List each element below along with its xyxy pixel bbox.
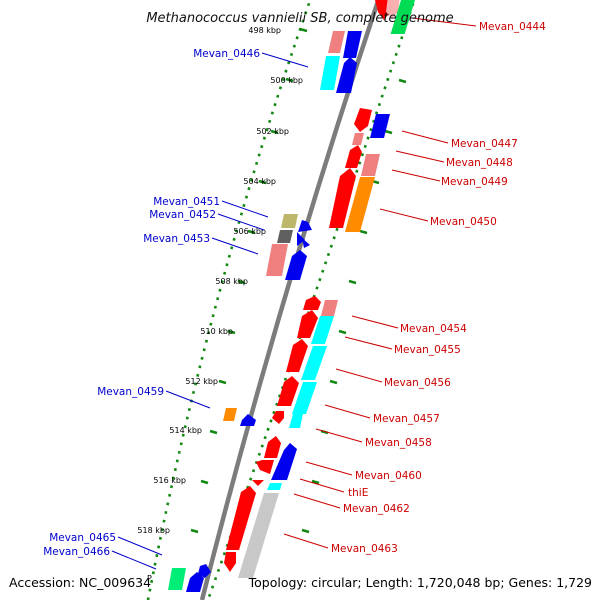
gene-feature[interactable] bbox=[271, 443, 297, 480]
gene-feature[interactable] bbox=[267, 483, 282, 490]
gene-feature[interactable] bbox=[352, 133, 364, 145]
tick-label: 510 kbp bbox=[200, 327, 233, 336]
tick-label: 500 kbp bbox=[270, 76, 303, 85]
gene-feature[interactable] bbox=[311, 316, 334, 344]
gene-mevan-0450-feature[interactable] bbox=[329, 168, 356, 228]
gene-label-mevan-0450[interactable]: Mevan_0450 bbox=[430, 216, 497, 228]
gene-label-mevan-0451[interactable]: Mevan_0451 bbox=[153, 196, 220, 208]
gene-label-mevan-0455[interactable]: Mevan_0455 bbox=[394, 344, 461, 356]
gene-feature[interactable] bbox=[297, 232, 305, 246]
outer-tick-marks bbox=[301, 78, 407, 534]
gene-mevan-0449-feature[interactable] bbox=[361, 154, 380, 176]
gene-feature[interactable] bbox=[289, 414, 303, 428]
gene-label-mevan-0458[interactable]: Mevan_0458 bbox=[365, 437, 432, 449]
gene-mevan-0463-feature[interactable] bbox=[238, 493, 279, 578]
tick-label: 506 kbp bbox=[233, 227, 266, 236]
gene-labels-red: Mevan_0444 Mevan_0447 Mevan_0448 Mevan_0… bbox=[331, 21, 546, 555]
tick-label: 516 kbp bbox=[153, 476, 186, 485]
gene-mevan-0457-feature[interactable] bbox=[277, 376, 299, 406]
gene-feature[interactable] bbox=[370, 114, 390, 138]
gene-label-mevan-0456[interactable]: Mevan_0456 bbox=[384, 377, 451, 389]
gene-label-mevan-0454[interactable]: Mevan_0454 bbox=[400, 323, 467, 335]
gene-label-mevan-0446[interactable]: Mevan_0446 bbox=[193, 48, 260, 60]
gene-label-mevan-0453[interactable]: Mevan_0453 bbox=[143, 233, 210, 245]
gene-label-mevan-0457[interactable]: Mevan_0457 bbox=[373, 413, 440, 425]
gene-mevan-0454-feature[interactable] bbox=[303, 296, 321, 310]
gene-feature[interactable] bbox=[292, 382, 317, 414]
gene-mevan-0462-feature[interactable] bbox=[226, 486, 256, 550]
gene-mevan-0458-feature[interactable] bbox=[272, 411, 284, 424]
label-leader-lines-blue bbox=[111, 52, 309, 570]
tick-marks bbox=[190, 27, 308, 534]
gene-mevan-0465-feature[interactable] bbox=[168, 568, 186, 590]
gene-feature[interactable] bbox=[336, 57, 357, 93]
gene-feature[interactable] bbox=[343, 31, 362, 58]
gene-label-mevan-0460[interactable]: Mevan_0460 bbox=[355, 470, 422, 482]
tick-label: 518 kbp bbox=[137, 526, 170, 535]
gene-mevan-0453-feature[interactable] bbox=[266, 244, 288, 276]
gene-label-mevan-0452[interactable]: Mevan_0452 bbox=[149, 209, 216, 221]
tick-label: 508 kbp bbox=[215, 277, 248, 286]
gene-features-inner bbox=[168, 214, 312, 592]
gene-label-mevan-0459[interactable]: Mevan_0459 bbox=[97, 386, 164, 398]
gene-feature[interactable] bbox=[298, 220, 312, 232]
map-title: Methanococcus vannielii SB, complete gen… bbox=[146, 11, 453, 26]
gene-mevan-0447-feature[interactable] bbox=[354, 108, 372, 132]
topology-text: Topology: circular; Length: 1,720,048 bp… bbox=[248, 575, 592, 590]
gene-feature[interactable] bbox=[285, 250, 307, 280]
gene-label-mevan-0449[interactable]: Mevan_0449 bbox=[441, 176, 508, 188]
gene-label-mevan-0447[interactable]: Mevan_0447 bbox=[451, 138, 518, 150]
gene-features-outer bbox=[224, 0, 417, 578]
gene-feature[interactable] bbox=[240, 414, 256, 426]
gene-label-mevan-0463[interactable]: Mevan_0463 bbox=[331, 543, 398, 555]
inner-dotted-ring bbox=[146, 0, 312, 600]
gene-feature[interactable] bbox=[345, 177, 375, 232]
gene-feature[interactable] bbox=[198, 564, 211, 578]
gene-label-mevan-0465[interactable]: Mevan_0465 bbox=[49, 532, 116, 544]
gene-partial-feature[interactable] bbox=[390, 0, 417, 34]
gene-mevan-0459-feature[interactable] bbox=[223, 408, 237, 421]
gene-feature[interactable] bbox=[302, 238, 310, 248]
tick-label: 504 kbp bbox=[243, 177, 276, 186]
gene-mevan-0451-feature[interactable] bbox=[281, 214, 298, 228]
accession-suffix: P bbox=[147, 574, 152, 583]
gene-mevan-0455-feature[interactable] bbox=[297, 310, 318, 338]
gene-mevan-0446-feature[interactable] bbox=[320, 56, 340, 90]
label-leader-lines-red bbox=[283, 17, 477, 549]
gene-feature[interactable] bbox=[321, 300, 338, 316]
gene-labels-blue: Mevan_0446 Mevan_0451 Mevan_0452 Mevan_0… bbox=[43, 48, 260, 558]
gene-label-mevan-0444[interactable]: Mevan_0444 bbox=[479, 21, 546, 33]
tick-label: 498 kbp bbox=[248, 26, 281, 35]
gene-label-mevan-0466[interactable]: Mevan_0466 bbox=[43, 546, 110, 558]
gene-feature[interactable] bbox=[224, 552, 236, 572]
gene-mevan-0460-feature[interactable] bbox=[264, 436, 281, 458]
gene-label-thie[interactable]: thiE bbox=[348, 487, 368, 499]
tick-label: 512 kbp bbox=[185, 377, 218, 386]
gene-mevan-0466-feature[interactable] bbox=[186, 572, 204, 592]
gene-label-mevan-0462[interactable]: Mevan_0462 bbox=[343, 503, 410, 515]
gene-feature[interactable] bbox=[256, 460, 274, 474]
gene-feature[interactable] bbox=[301, 346, 327, 380]
gene-feature[interactable] bbox=[328, 31, 345, 53]
gene-mevan-0452-feature[interactable] bbox=[277, 230, 293, 243]
gene-partial-feature[interactable] bbox=[386, 0, 400, 18]
gene-thie-feature[interactable] bbox=[252, 480, 264, 486]
tick-label: 514 kbp bbox=[169, 426, 202, 435]
gene-label-mevan-0448[interactable]: Mevan_0448 bbox=[446, 157, 513, 169]
gene-mevan-0456-feature[interactable] bbox=[286, 339, 308, 372]
gene-mevan-0444-feature[interactable] bbox=[374, 0, 390, 20]
accession-text: Accession: NC_009634 bbox=[9, 575, 151, 590]
tick-label: 502 kbp bbox=[256, 127, 289, 136]
gene-mevan-0448-feature[interactable] bbox=[345, 145, 362, 168]
